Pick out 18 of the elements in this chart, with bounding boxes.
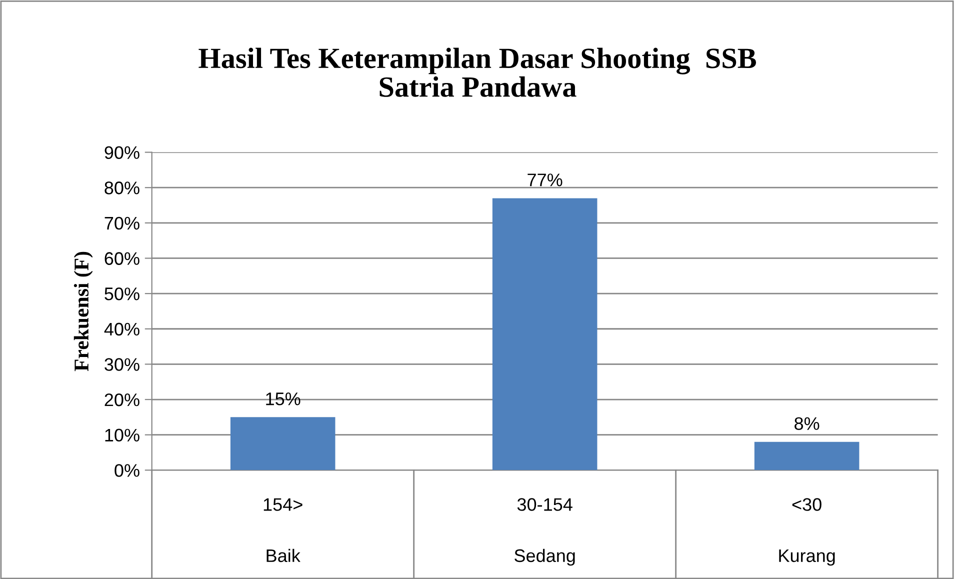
- y-axis-title: Frekuensi (F): [74, 252, 93, 372]
- data-label: 77%: [528, 174, 562, 186]
- y-tick-label: 10%: [105, 428, 140, 442]
- y-tick-label: 40%: [104, 322, 140, 336]
- category-label: 154> Baik: [264, 498, 302, 562]
- category-label: <30 Kurang: [779, 498, 835, 566]
- y-tick-label: 30%: [104, 358, 140, 371]
- y-tick-label: 60%: [104, 252, 140, 265]
- data-label: 8%: [794, 417, 820, 430]
- y-tick-label: 80%: [104, 182, 140, 194]
- y-tick-label: 50%: [104, 287, 140, 300]
- chart-title: Hasil Tes Keterampilan Dasar Shooting SSB Satria Pandawa: [198, 48, 756, 97]
- y-tick-label: 90%: [104, 146, 140, 159]
- y-tick-label: 20%: [104, 393, 140, 406]
- data-label: 15%: [266, 392, 300, 406]
- y-tick-label: 70%: [104, 216, 140, 230]
- category-label: 30-154 Sedang: [514, 498, 575, 566]
- y-tick-label: 0%: [114, 464, 140, 477]
